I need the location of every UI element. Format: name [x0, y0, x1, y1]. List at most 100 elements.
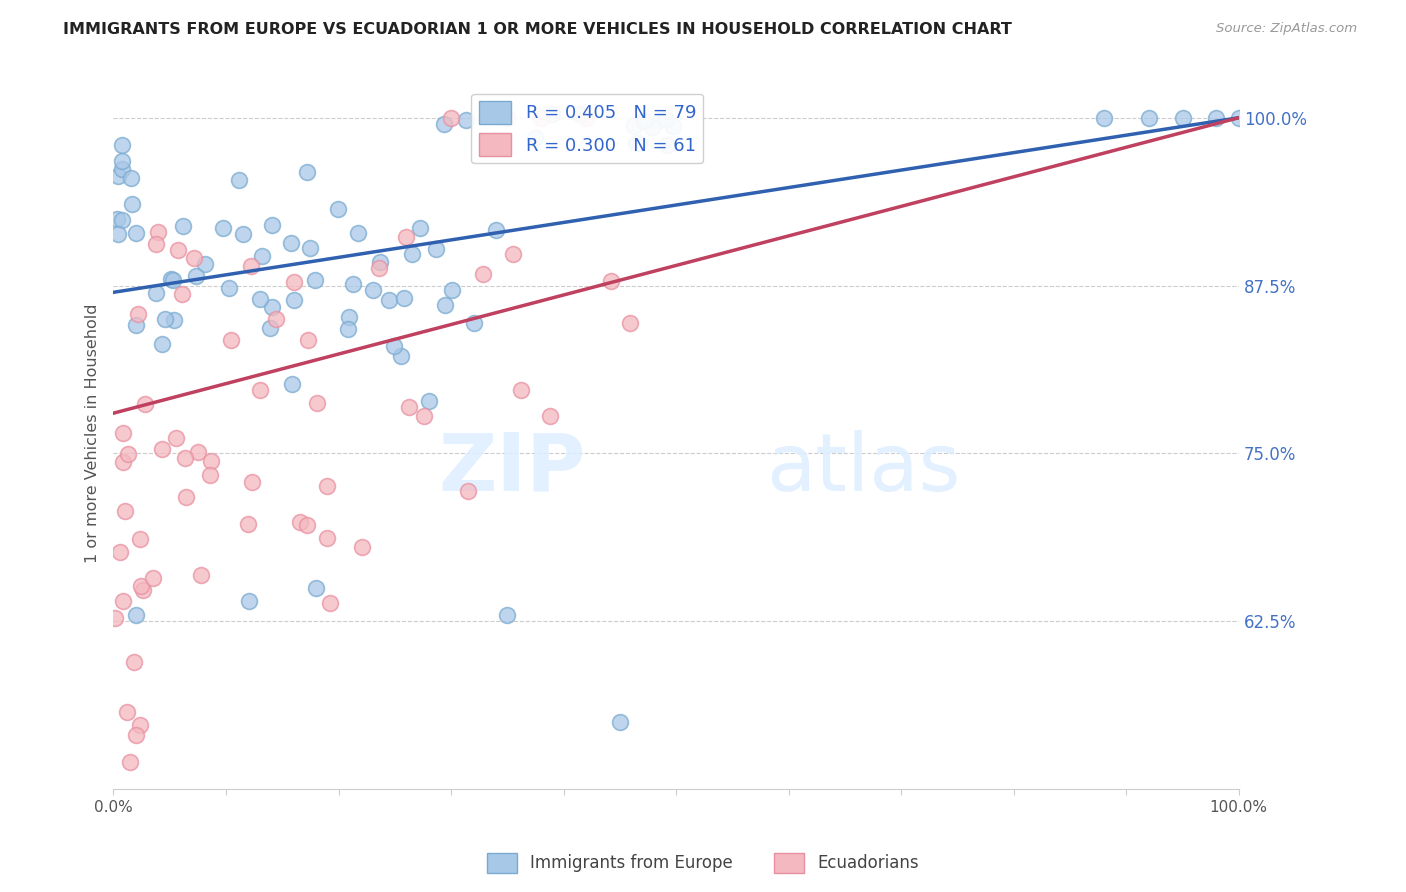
Point	[575, 111, 598, 125]
Point	[502, 246, 524, 260]
Point	[193, 257, 215, 271]
Point	[389, 350, 412, 364]
Point	[112, 426, 135, 441]
Point	[219, 333, 242, 347]
Point	[176, 491, 198, 505]
Point	[600, 274, 623, 288]
Point	[162, 273, 184, 287]
Point	[107, 227, 129, 241]
Point	[111, 153, 134, 168]
Point	[315, 531, 337, 545]
Legend: Immigrants from Europe, Ecuadorians: Immigrants from Europe, Ecuadorians	[479, 847, 927, 880]
Point	[524, 130, 547, 145]
Point	[283, 275, 305, 289]
Point	[347, 226, 370, 240]
Point	[623, 119, 645, 133]
Point	[319, 597, 342, 611]
Point	[540, 107, 562, 121]
Point	[134, 397, 156, 411]
Point	[165, 431, 187, 445]
Point	[401, 247, 423, 261]
Point	[418, 394, 440, 409]
Point	[183, 252, 205, 266]
Legend: R = 0.405   N = 79, R = 0.300   N = 61: R = 0.405 N = 79, R = 0.300 N = 61	[471, 94, 703, 163]
Point	[120, 756, 142, 770]
Point	[228, 172, 250, 186]
Point	[619, 317, 641, 331]
Point	[114, 503, 136, 517]
Point	[125, 607, 148, 622]
Point	[239, 260, 262, 274]
Point	[304, 273, 326, 287]
Point	[295, 164, 318, 178]
Point	[454, 113, 477, 128]
Point	[111, 137, 134, 152]
Point	[155, 312, 177, 326]
Point	[240, 475, 263, 489]
Point	[145, 286, 167, 301]
Point	[633, 114, 655, 128]
Point	[249, 384, 271, 398]
Point	[129, 579, 152, 593]
Point	[368, 255, 391, 269]
Point	[107, 169, 129, 184]
Point	[342, 277, 364, 292]
Point	[316, 479, 339, 493]
Point	[510, 383, 533, 397]
Point	[200, 467, 222, 482]
Point	[105, 212, 128, 227]
Point	[1092, 111, 1115, 125]
Point	[111, 455, 134, 469]
Point	[112, 594, 135, 608]
Point	[655, 137, 678, 152]
Point	[337, 310, 360, 325]
Point	[1171, 111, 1194, 125]
Point	[218, 281, 240, 295]
Point	[260, 300, 283, 314]
Point	[305, 581, 328, 595]
Point	[368, 260, 391, 275]
Point	[408, 220, 430, 235]
Point	[115, 705, 138, 719]
Point	[125, 318, 148, 332]
Y-axis label: 1 or more Vehicles in Household: 1 or more Vehicles in Household	[86, 303, 100, 563]
Point	[398, 400, 420, 414]
Point	[496, 111, 519, 125]
Point	[283, 293, 305, 308]
Point	[200, 454, 222, 468]
Point	[352, 540, 374, 554]
Point	[482, 133, 505, 147]
Point	[440, 111, 463, 125]
Point	[148, 225, 170, 239]
Point	[167, 243, 190, 257]
Point	[132, 582, 155, 597]
Point	[425, 242, 447, 256]
Point	[110, 161, 132, 176]
Point	[655, 112, 678, 127]
Point	[124, 655, 146, 669]
Point	[190, 568, 212, 582]
Point	[441, 283, 464, 297]
Point	[160, 271, 183, 285]
Text: atlas: atlas	[766, 430, 960, 508]
Point	[627, 136, 650, 150]
Point	[326, 202, 349, 217]
Point	[212, 220, 235, 235]
Point	[538, 409, 561, 424]
Text: Source: ZipAtlas.com: Source: ZipAtlas.com	[1216, 22, 1357, 36]
Point	[433, 117, 456, 131]
Point	[104, 611, 127, 625]
Point	[187, 445, 209, 459]
Point	[382, 339, 405, 353]
Point	[471, 267, 494, 281]
Point	[108, 545, 131, 559]
Point	[121, 197, 143, 211]
Point	[173, 450, 195, 465]
Point	[337, 321, 360, 335]
Point	[163, 313, 186, 327]
Point	[128, 532, 150, 546]
Point	[412, 409, 434, 423]
Point	[184, 268, 207, 283]
Point	[485, 222, 508, 236]
Point	[128, 717, 150, 731]
